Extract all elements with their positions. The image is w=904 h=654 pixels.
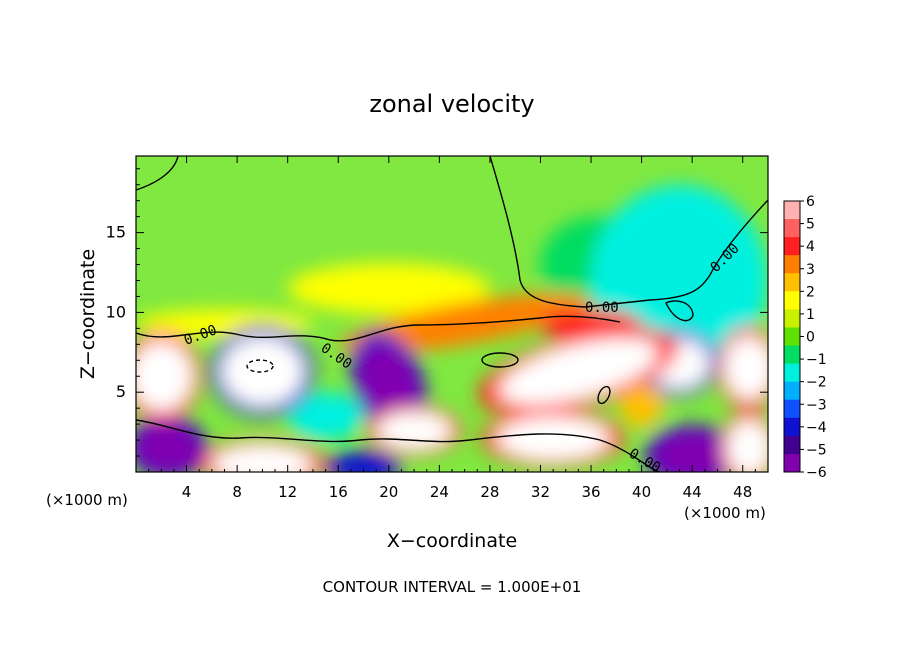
colorbar-swatch [784,327,800,347]
contour-label: 0.00 [585,300,619,316]
field-feature [654,432,731,472]
x-tick-label: 12 [278,483,297,501]
x-tick-label: 4 [182,483,192,501]
colorbar-swatch [784,255,800,274]
x-axis-label: X−coordinate [387,530,517,552]
y-tick-label: 15 [106,223,126,242]
chart-title: zonal velocity [369,90,534,118]
field-feature [287,392,364,441]
x-axis: 4 8 12 16 20 24 28 32 36 40 44 48 [148,156,756,501]
x-tick-label: 8 [232,483,242,501]
x-units-left: (×1000 m) [46,491,128,509]
field-feature [376,411,452,450]
field-feature [136,341,193,412]
field-feature [287,262,490,315]
y-axis-label: Z−coordinate [77,249,99,379]
colorbar-tick-label: −3 [806,397,827,413]
field-feature [211,444,313,472]
colorbar-tick-label: 6 [806,194,815,210]
colorbar-tick-label: 5 [806,217,815,233]
x-tick-label: 40 [632,483,651,501]
colorbar-tick-label: −4 [806,420,827,436]
colorbar: 6 5 4 3 2 1 0 −1 −2 −3 −4 −5 −6 [783,194,827,481]
zero-contour-main [489,156,768,308]
closed-contour-small [597,385,611,405]
contour-lines [136,156,768,472]
zero-contour-mid [136,315,621,342]
colorbar-tick-label: 0 [806,330,815,346]
colorbar-tick-label: −5 [806,442,827,458]
colorbar-swatch [784,363,800,383]
field-feature [359,344,419,425]
zero-contour-eddy [665,300,694,322]
contour-interval-note: CONTOUR INTERVAL = 1.000E+01 [323,578,582,596]
colorbar-swatch [784,435,800,455]
colorbar-tick-label: −2 [806,375,827,391]
colorbar-swatch [784,273,800,292]
colorbar-swatch [784,345,800,365]
x-tick-label: 20 [379,483,398,501]
velocity-field [136,184,768,472]
x-tick-label: 48 [733,483,752,501]
field-feature [726,419,768,472]
colorbar-tick-label: 2 [806,284,815,300]
field-feature [498,337,659,406]
colorbar-tick-label: −6 [806,465,827,481]
x-units-right: (×1000 m) [684,504,766,522]
x-tick-label: 36 [581,483,600,501]
zero-contour-low [136,419,661,472]
colorbar-swatch [784,453,800,473]
x-tick-label: 32 [531,483,550,501]
colorbar-tick-label: −1 [806,352,827,368]
colorbar-swatch [784,309,800,328]
y-tick-label: 5 [116,382,126,401]
colorbar-swatch [784,201,800,220]
colorbar-tick-label: 1 [806,307,815,323]
colorbar-swatch [784,237,800,256]
y-tick-label: 10 [106,302,126,321]
field-feature [723,336,768,401]
x-tick-label: 24 [430,483,449,501]
field-feature [325,451,402,472]
field-feature [496,416,610,461]
colorbar-swatch [784,399,800,419]
zero-contour-upper [136,156,179,191]
colorbar-swatch [784,381,800,401]
field-feature [220,336,305,407]
colorbar-swatch [784,219,800,238]
colorbar-swatch [784,417,800,437]
x-tick-label: 16 [329,483,348,501]
colorbar-tick-label: 3 [806,262,815,278]
colorbar-swatch [784,291,800,310]
closed-contour-core [481,352,519,368]
x-tick-label: 44 [683,483,702,501]
x-tick-label: 28 [480,483,499,501]
y-axis: 5 10 15 [106,168,768,457]
colorbar-tick-label: 4 [806,239,815,255]
field-feature [136,424,200,472]
negative-contour-left [246,359,274,373]
